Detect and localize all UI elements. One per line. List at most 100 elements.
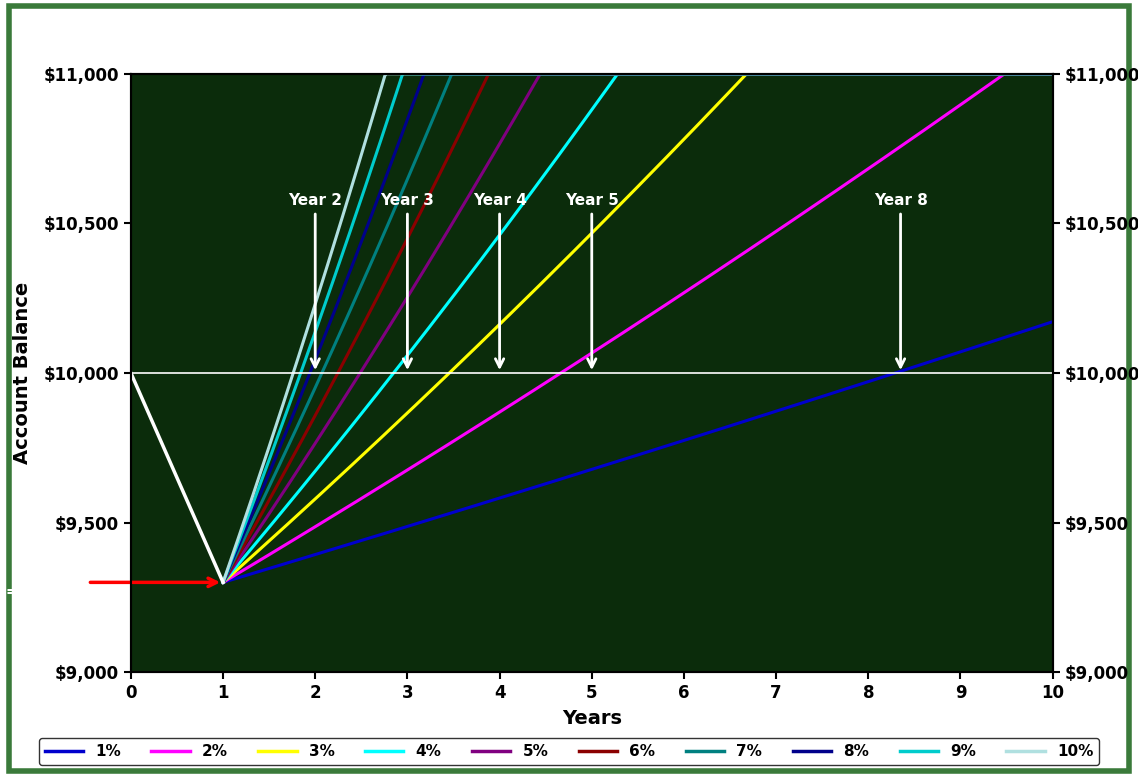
8% xyxy=(300,374,314,383)
Line: 10%: 10% xyxy=(223,74,1053,583)
Text: Year 4: Year 4 xyxy=(472,193,527,367)
4% xyxy=(864,69,877,78)
4% xyxy=(582,110,595,119)
3% xyxy=(786,69,800,78)
4% xyxy=(611,69,625,78)
7% xyxy=(216,578,230,587)
3% xyxy=(582,232,595,241)
2% xyxy=(552,370,566,379)
9% xyxy=(583,69,596,78)
3% xyxy=(879,69,892,78)
9% xyxy=(864,69,877,78)
8% xyxy=(1046,69,1059,78)
6% xyxy=(786,69,800,78)
Line: 2%: 2% xyxy=(223,74,1053,583)
6% xyxy=(864,69,877,78)
Text: Year 8: Year 8 xyxy=(874,193,927,367)
5% xyxy=(864,69,877,78)
1% xyxy=(1046,317,1059,326)
5% xyxy=(553,69,567,78)
9% xyxy=(396,69,410,78)
1% xyxy=(786,401,800,410)
2% xyxy=(879,152,892,162)
10% xyxy=(379,69,393,78)
2% xyxy=(216,578,230,587)
9% xyxy=(1046,69,1059,78)
1% xyxy=(216,578,230,587)
2% xyxy=(786,215,800,225)
10% xyxy=(786,69,800,78)
4% xyxy=(786,69,800,78)
Line: 6%: 6% xyxy=(223,74,1053,583)
6% xyxy=(216,578,230,587)
8% xyxy=(553,69,567,78)
8% xyxy=(418,69,431,78)
7% xyxy=(786,69,800,78)
10% xyxy=(864,69,877,78)
2% xyxy=(1046,69,1059,78)
5% xyxy=(534,69,547,78)
3% xyxy=(300,501,314,510)
9% xyxy=(879,69,892,78)
7% xyxy=(300,399,314,409)
Line: 4%: 4% xyxy=(223,74,1053,583)
1% xyxy=(300,552,314,562)
3% xyxy=(864,69,877,78)
Legend: 1%, 2%, 3%, 4%, 5%, 6%, 7%, 8%, 9%, 10%: 1%, 2%, 3%, 4%, 5%, 6%, 7%, 8%, 9%, 10% xyxy=(39,738,1099,765)
Text: Year 2: Year 2 xyxy=(288,193,343,367)
10% xyxy=(879,69,892,78)
Line: 9%: 9% xyxy=(223,74,1053,583)
3% xyxy=(1046,69,1059,78)
5% xyxy=(879,69,892,78)
6% xyxy=(879,69,892,78)
2% xyxy=(582,350,595,360)
1% xyxy=(582,465,595,475)
5% xyxy=(300,450,314,459)
Line: 8%: 8% xyxy=(223,74,1053,583)
9% xyxy=(300,348,314,357)
1% xyxy=(879,371,892,381)
1% xyxy=(863,377,876,386)
Line: 3%: 3% xyxy=(223,74,1053,583)
4% xyxy=(216,578,230,587)
Text: 7% Loss
(=$9,300): 7% Loss (=$9,300) xyxy=(0,566,216,598)
7% xyxy=(553,69,567,78)
1% xyxy=(552,475,566,484)
6% xyxy=(483,69,496,78)
3% xyxy=(552,262,566,271)
8% xyxy=(864,69,877,78)
7% xyxy=(583,69,596,78)
Text: Year 5: Year 5 xyxy=(564,193,619,367)
2% xyxy=(300,527,314,536)
Text: Year 3: Year 3 xyxy=(380,193,435,367)
6% xyxy=(1046,69,1059,78)
5% xyxy=(583,69,596,78)
3% xyxy=(216,578,230,587)
7% xyxy=(879,69,892,78)
Line: 5%: 5% xyxy=(223,74,1053,583)
4% xyxy=(879,69,892,78)
X-axis label: Years: Years xyxy=(562,709,621,728)
5% xyxy=(1046,69,1059,78)
9% xyxy=(786,69,800,78)
8% xyxy=(216,578,230,587)
2% xyxy=(998,69,1012,78)
7% xyxy=(445,69,459,78)
10% xyxy=(216,578,230,587)
10% xyxy=(583,69,596,78)
6% xyxy=(300,425,314,434)
6% xyxy=(553,69,567,78)
2% xyxy=(863,163,876,172)
Line: 1%: 1% xyxy=(223,322,1053,583)
9% xyxy=(553,69,567,78)
8% xyxy=(583,69,596,78)
10% xyxy=(553,69,567,78)
6% xyxy=(583,69,596,78)
8% xyxy=(879,69,892,78)
3% xyxy=(740,69,753,78)
10% xyxy=(1046,69,1059,78)
4% xyxy=(300,476,314,485)
Y-axis label: Account Balance: Account Balance xyxy=(14,282,33,464)
7% xyxy=(864,69,877,78)
4% xyxy=(1046,69,1059,78)
